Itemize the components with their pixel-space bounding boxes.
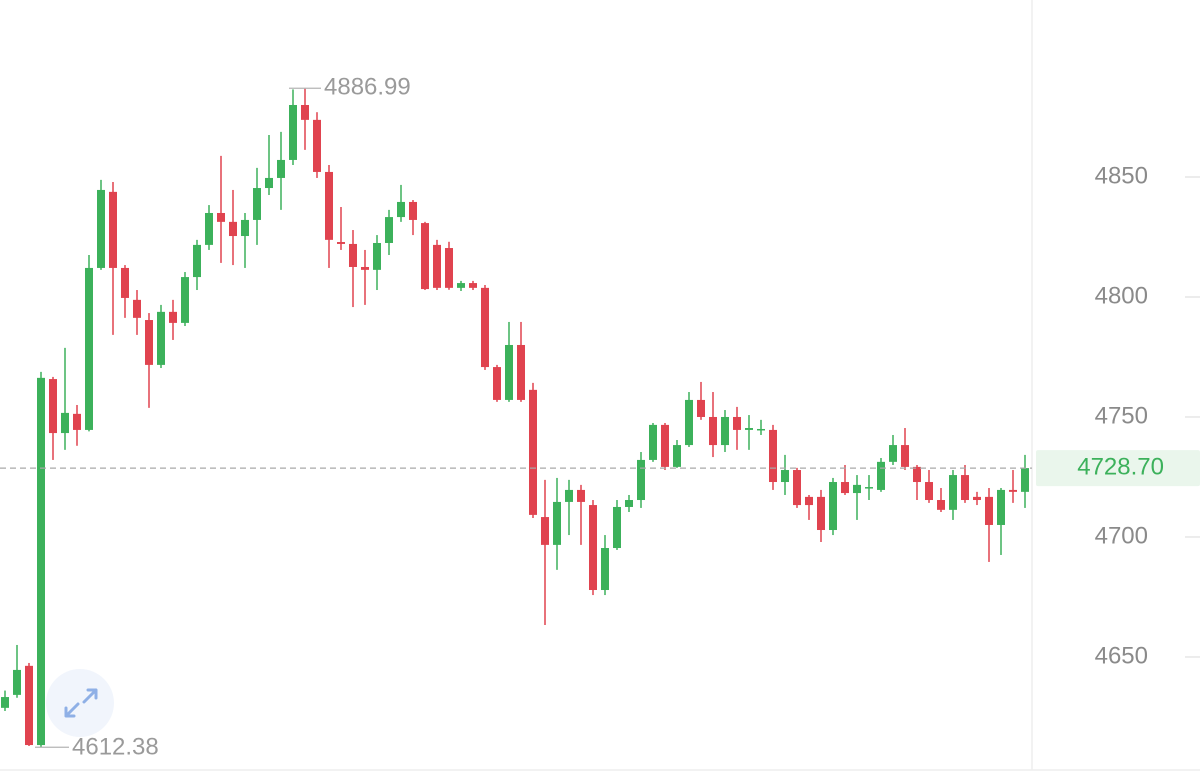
- candle-body: [169, 311, 177, 323]
- candle-body: [445, 248, 453, 288]
- candle-body: [913, 466, 921, 483]
- candle-body: [877, 461, 885, 490]
- candle-body: [433, 244, 441, 288]
- candle-body: [565, 489, 573, 502]
- candle-body: [757, 428, 765, 431]
- y-tick-label: 4800: [1095, 282, 1148, 309]
- candle-body: [865, 487, 873, 489]
- candle-body: [349, 243, 357, 267]
- candle-body: [637, 459, 645, 501]
- candle-body: [289, 104, 297, 160]
- candle-body: [625, 500, 633, 507]
- expand-icon: [64, 688, 98, 718]
- expand-button[interactable]: [46, 669, 114, 737]
- candle-body: [937, 500, 945, 510]
- candle-body: [505, 344, 513, 400]
- candle-body: [1, 697, 9, 708]
- candle-body: [793, 470, 801, 506]
- candle-body: [85, 267, 93, 430]
- candle-body: [805, 496, 813, 506]
- candle-body: [889, 445, 897, 462]
- candle-body: [469, 283, 477, 288]
- y-tick-label: 4750: [1095, 402, 1148, 429]
- candle-body: [337, 242, 345, 244]
- candle-body: [925, 482, 933, 501]
- candle-body: [493, 367, 501, 400]
- candle-body: [1009, 489, 1017, 492]
- candle-body: [205, 212, 213, 245]
- candle-body: [73, 413, 81, 430]
- candle-body: [649, 424, 657, 460]
- candle-body: [709, 416, 717, 446]
- candle-body: [733, 416, 741, 430]
- candle-body: [37, 377, 45, 746]
- candle-body: [997, 489, 1005, 525]
- candle-body: [697, 399, 705, 417]
- candle-body: [517, 344, 525, 400]
- candle-body: [193, 244, 201, 278]
- candle-body: [253, 188, 261, 220]
- candle-body: [229, 221, 237, 237]
- candle-body: [949, 475, 957, 510]
- candle-body: [241, 219, 249, 237]
- candle-body: [361, 266, 369, 270]
- y-tick-label: 4650: [1095, 642, 1148, 669]
- candle-body: [829, 482, 837, 531]
- candle-body: [553, 501, 561, 545]
- candle-body: [481, 287, 489, 368]
- candle-body: [409, 201, 417, 220]
- candle-body: [277, 159, 285, 178]
- candle-body: [421, 223, 429, 290]
- current-price-box: [1036, 450, 1200, 487]
- candle-body: [49, 379, 57, 434]
- candle-body: [673, 445, 681, 467]
- candle-body: [25, 665, 33, 746]
- candle-body: [685, 399, 693, 446]
- candle-body: [133, 299, 141, 318]
- candle-body: [397, 201, 405, 218]
- candle-body: [817, 496, 825, 531]
- candle-body: [385, 217, 393, 243]
- candle-body: [301, 104, 309, 120]
- candle-body: [601, 548, 609, 591]
- candle-body: [457, 283, 465, 288]
- candle-body: [325, 171, 333, 240]
- expand-button-bg: [46, 669, 114, 737]
- candle-body: [961, 475, 969, 501]
- candle-body: [613, 506, 621, 549]
- candle-body: [97, 189, 105, 268]
- candle-body: [181, 277, 189, 323]
- candle-body: [577, 489, 585, 502]
- candle-body: [265, 177, 273, 189]
- candle-body: [157, 311, 165, 365]
- y-tick-label: 4700: [1095, 522, 1148, 549]
- candle-body: [853, 484, 861, 494]
- candle-body: [721, 416, 729, 446]
- candle-body: [313, 119, 321, 172]
- candle-body: [373, 242, 381, 270]
- candle-body: [901, 445, 909, 467]
- candle-body: [217, 212, 225, 222]
- candle-body: [145, 320, 153, 365]
- candle-body: [13, 669, 21, 695]
- current-price-label: 4728.70: [1077, 453, 1164, 480]
- candle-body: [529, 389, 537, 515]
- candle-body: [985, 496, 993, 525]
- candle-body: [541, 517, 549, 545]
- candle-body: [769, 429, 777, 483]
- candle-body: [745, 428, 753, 430]
- candle-body: [841, 482, 849, 494]
- candle-body: [973, 496, 981, 501]
- candle-body: [1021, 468, 1029, 492]
- candle-body: [109, 191, 117, 268]
- candle-body: [781, 470, 789, 483]
- low-annotation: 4612.38: [72, 734, 159, 761]
- high-annotation: 4886.99: [324, 74, 411, 101]
- candle-body: [61, 412, 69, 434]
- candle-body: [589, 505, 597, 591]
- candle-body: [661, 424, 669, 467]
- y-tick-label: 4850: [1095, 162, 1148, 189]
- candle-body: [121, 267, 129, 298]
